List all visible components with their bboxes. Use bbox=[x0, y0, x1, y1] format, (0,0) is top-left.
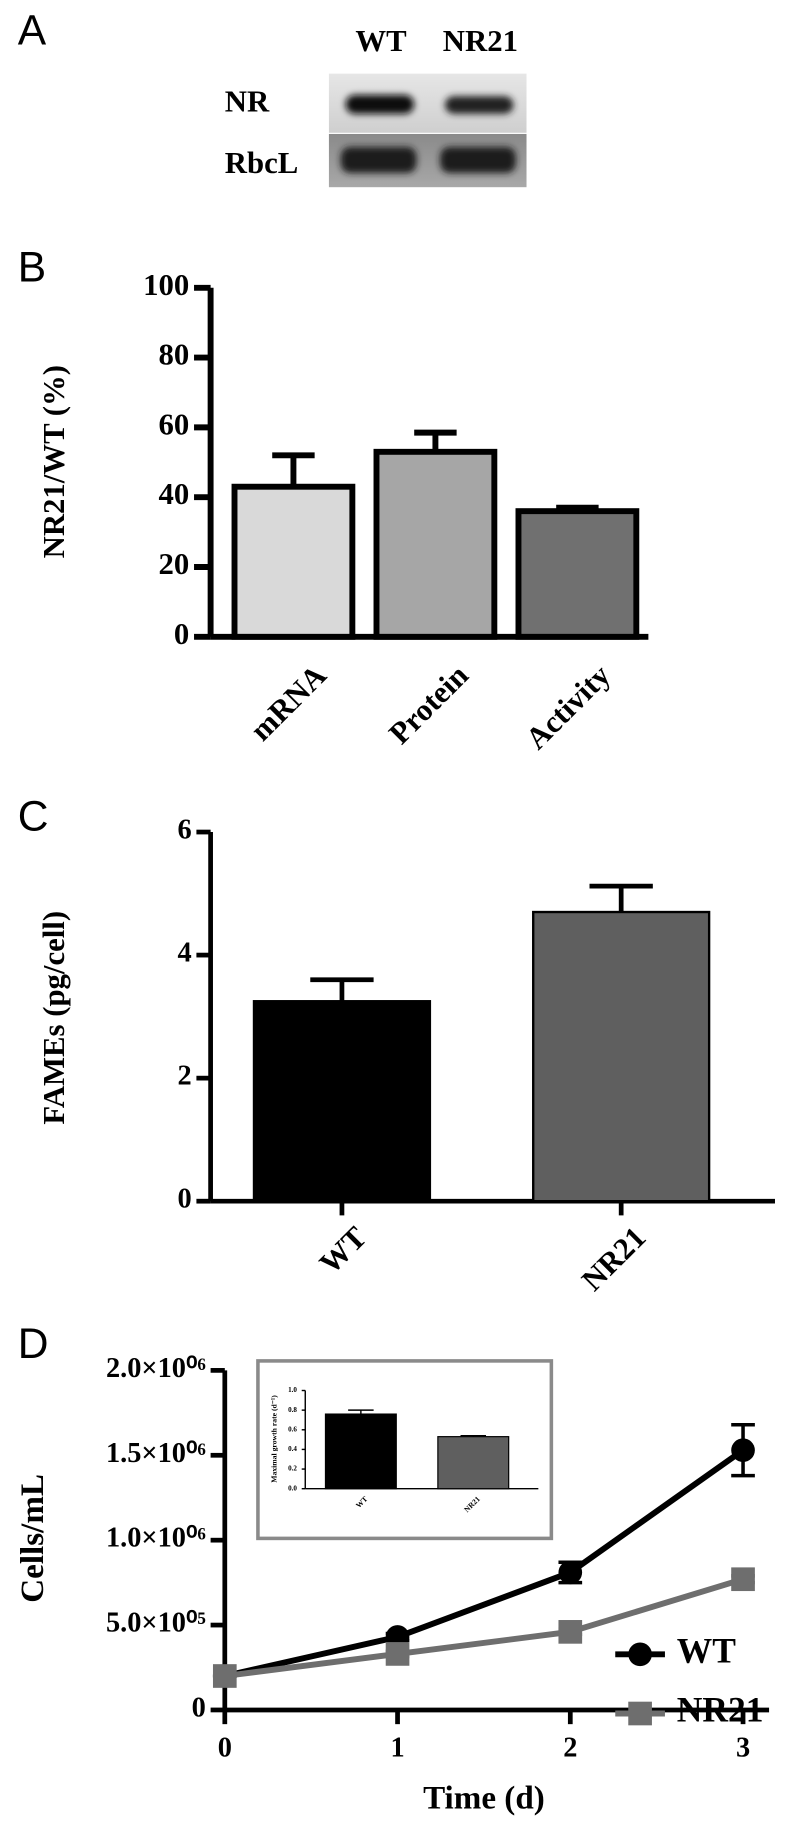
lane-label: WT bbox=[355, 24, 407, 58]
y-tick-label: 0.4 bbox=[288, 1445, 297, 1453]
lane-label: NR21 bbox=[443, 24, 518, 58]
y-axis-label: FAMEs (pg/cell) bbox=[37, 911, 71, 1125]
panel-label: B bbox=[18, 243, 46, 291]
panel-label: D bbox=[18, 1320, 49, 1368]
row-label: RbcL bbox=[225, 146, 298, 180]
y-tick-label: 0 bbox=[174, 617, 189, 651]
y-tick-label: 4 bbox=[177, 938, 191, 969]
series-line bbox=[224, 1576, 744, 1679]
bar bbox=[231, 483, 356, 640]
x-tick-label: Activity bbox=[519, 658, 617, 756]
y-tick-label: 0.6 bbox=[288, 1425, 297, 1433]
y-tick-label: 0.8 bbox=[288, 1406, 297, 1414]
bar bbox=[437, 1436, 510, 1490]
legend-marker bbox=[628, 1701, 652, 1726]
point bbox=[558, 1560, 583, 1585]
x-tick-label: Protein bbox=[382, 658, 474, 750]
y-tick-label: 0.2 bbox=[288, 1465, 297, 1473]
y-tick-label: 1.5×10⁰⁶ bbox=[106, 1438, 206, 1469]
y-tick-label: 6 bbox=[177, 815, 191, 846]
x-tick-label: 2 bbox=[563, 1733, 577, 1764]
y-tick-label: 0 bbox=[192, 1692, 206, 1723]
bar bbox=[252, 1000, 432, 1203]
y-tick-label: 60 bbox=[159, 407, 190, 441]
y-tick-label: 80 bbox=[159, 338, 190, 372]
y-tick-label: 20 bbox=[159, 547, 190, 581]
x-tick-label: mRNA bbox=[244, 658, 333, 747]
point bbox=[731, 1567, 755, 1592]
blot-image bbox=[328, 73, 527, 188]
bar bbox=[515, 508, 640, 640]
y-axis-label: NR21/WT (%) bbox=[37, 365, 71, 558]
x-tick-label: NR21 bbox=[575, 1220, 652, 1297]
legend-marker bbox=[628, 1642, 652, 1667]
row-label: NR bbox=[225, 84, 270, 118]
y-tick-label: 1.0×10⁰⁶ bbox=[106, 1523, 206, 1554]
y-tick-label: 2.0×10⁰⁶ bbox=[106, 1353, 206, 1384]
y-axis-label: Maximal growth rate (d⁻¹) bbox=[269, 1395, 278, 1483]
y-tick-label: 0.0 bbox=[288, 1484, 297, 1492]
point bbox=[731, 1438, 755, 1463]
y-tick-label: 5.0×10⁰⁵ bbox=[106, 1608, 206, 1639]
bar bbox=[532, 910, 711, 1203]
y-axis-label: Cells/mL bbox=[14, 1474, 51, 1603]
point bbox=[212, 1664, 237, 1688]
x-tick-label: 3 bbox=[736, 1733, 750, 1764]
y-tick-label: 40 bbox=[159, 477, 190, 511]
series-line bbox=[224, 1447, 745, 1679]
y-tick-label: 0 bbox=[177, 1184, 191, 1215]
point bbox=[385, 1642, 410, 1666]
bar bbox=[324, 1413, 397, 1490]
legend-label: WT bbox=[677, 1630, 736, 1670]
legend-label: NR21 bbox=[677, 1690, 764, 1730]
bar bbox=[373, 448, 498, 640]
y-tick-label: 2 bbox=[177, 1061, 191, 1092]
y-tick-label: 1.0 bbox=[288, 1386, 297, 1394]
panel-label: A bbox=[18, 7, 47, 55]
x-tick-label: WT bbox=[313, 1220, 374, 1281]
y-tick-label: 100 bbox=[143, 268, 189, 302]
x-axis-label: Time (d) bbox=[423, 1780, 545, 1817]
x-tick-label: 0 bbox=[218, 1733, 232, 1764]
point bbox=[558, 1620, 583, 1644]
x-tick-label: 1 bbox=[390, 1733, 404, 1764]
panel-label: C bbox=[18, 792, 49, 840]
